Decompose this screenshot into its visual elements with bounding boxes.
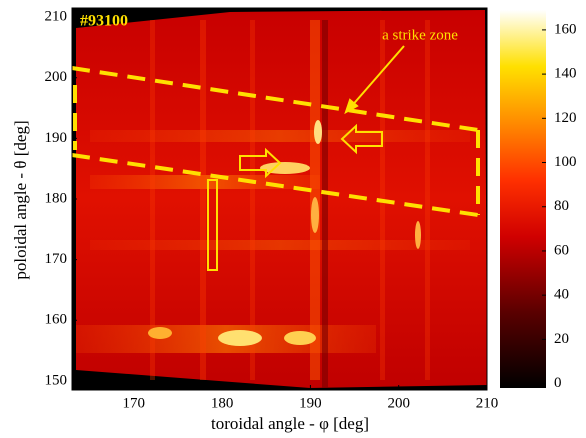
x-tick-label: 210 [476, 395, 499, 411]
x-tick-label: 190 [299, 395, 322, 411]
y-tick-label: 200 [45, 69, 68, 85]
x-axis-label: toroidal angle - φ [deg] [211, 414, 369, 433]
colorbar-tick-label: 0 [554, 375, 562, 391]
chart-title: #93100 [80, 13, 128, 30]
y-axis-label: poloidal angle - θ [deg] [11, 120, 30, 279]
heatmap-image [72, 8, 487, 390]
x-tick-label: 180 [211, 395, 234, 411]
y-tick-label: 190 [45, 130, 68, 146]
x-tick-label: 200 [387, 395, 410, 411]
y-tick-label: 170 [45, 251, 68, 267]
colorbar-tick-label: 160 [554, 21, 577, 37]
colorbar-tick-label: 60 [554, 242, 569, 258]
y-tick-label: 210 [45, 9, 68, 25]
y-tick-label: 160 [45, 312, 68, 328]
colorbar-tick-label: 140 [554, 66, 577, 82]
colorbar-tick-label: 20 [554, 331, 569, 347]
strike-zone-outline [71, 66, 480, 217]
arrows [207, 45, 405, 271]
colorbar [500, 10, 546, 388]
colorbar-tick-label: 40 [554, 287, 569, 303]
colorbar-tick-label: 80 [554, 198, 569, 214]
annotation: a strike zone [382, 27, 458, 43]
x-tick-label: 170 [123, 395, 146, 411]
colorbar-tick-label: 120 [554, 110, 577, 126]
y-tick-label: 150 [45, 372, 68, 388]
colorbar-tick-label: 100 [554, 154, 577, 170]
y-tick-label: 180 [45, 190, 68, 206]
